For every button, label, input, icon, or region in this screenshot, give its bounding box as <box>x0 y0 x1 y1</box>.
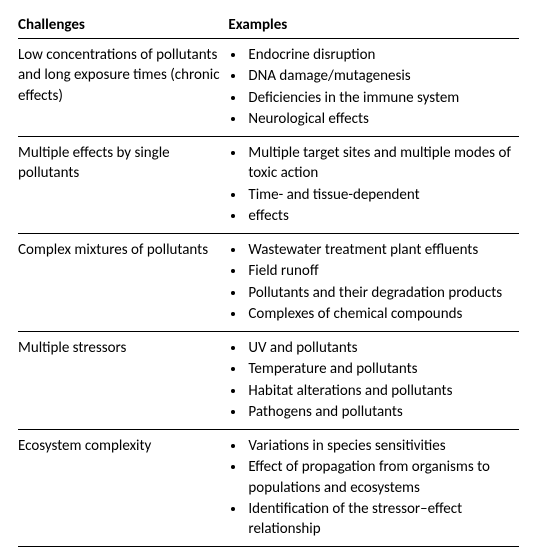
example-item: Pathogens and pollutants <box>246 402 511 422</box>
header-examples: Examples <box>228 12 519 39</box>
example-item: Identification of the stressor–effect re… <box>246 499 511 540</box>
examples-cell: Multiple target sites and multiple modes… <box>228 137 519 234</box>
table-body: Low concentrations of pollutants and lon… <box>18 39 519 547</box>
table-row: Multiple effects by single pollutants Mul… <box>18 137 519 234</box>
example-item: UV and pollutants <box>246 338 511 358</box>
table-row: Low concentrations of pollutants and lon… <box>18 39 519 137</box>
examples-cell: Wastewater treatment plant effluentsFiel… <box>228 234 519 332</box>
examples-list: UV and pollutantsTemperature and polluta… <box>228 338 511 422</box>
example-item: Complexes of chemical compounds <box>246 304 511 324</box>
examples-cell: Variations in species sensitivitiesEffec… <box>228 430 519 547</box>
example-item: Pollutants and their degradation product… <box>246 283 511 303</box>
table-row: Multiple stressorsUV and pollutantsTempe… <box>18 332 519 430</box>
challenge-cell: Ecosystem complexity <box>18 430 228 547</box>
table-row: Ecosystem complexityVariations in specie… <box>18 430 519 547</box>
header-challenges: Challenges <box>18 12 228 39</box>
examples-list: Wastewater treatment plant effluentsFiel… <box>228 240 511 324</box>
challenge-cell: Multiple stressors <box>18 332 228 430</box>
example-item: Endocrine disruption <box>246 45 511 65</box>
examples-list: Variations in species sensitivitiesEffec… <box>228 436 511 539</box>
challenge-cell: Multiple effects by single pollutants <box>18 137 228 234</box>
example-item: Multiple target sites and multiple modes… <box>246 143 511 184</box>
example-item: Effect of propagation from organisms to … <box>246 457 511 498</box>
example-item: Wastewater treatment plant effluents <box>246 240 511 260</box>
example-item: Neurological effects <box>246 109 511 129</box>
challenges-table: Challenges Examples Low concentrations o… <box>18 12 519 547</box>
example-item: Deficiencies in the immune system <box>246 88 511 108</box>
example-item: Habitat alterations and pollutants <box>246 381 511 401</box>
example-item: DNA damage/mutagenesis <box>246 66 511 86</box>
table-row: Complex mixtures of pollutantsWastewater… <box>18 234 519 332</box>
example-item: Temperature and pollutants <box>246 359 511 379</box>
example-item: Time- and tissue-dependent <box>246 185 511 205</box>
example-item: Field runoff <box>246 261 511 281</box>
example-item: effects <box>246 206 511 226</box>
example-item: Variations in species sensitivities <box>246 436 511 456</box>
examples-cell: UV and pollutantsTemperature and polluta… <box>228 332 519 430</box>
examples-list: Endocrine disruptionDNA damage/mutagenes… <box>228 45 511 129</box>
challenge-cell: Complex mixtures of pollutants <box>18 234 228 332</box>
examples-list: Multiple target sites and multiple modes… <box>228 143 511 226</box>
challenge-cell: Low concentrations of pollutants and lon… <box>18 39 228 137</box>
table-header-row: Challenges Examples <box>18 12 519 39</box>
examples-cell: Endocrine disruptionDNA damage/mutagenes… <box>228 39 519 137</box>
